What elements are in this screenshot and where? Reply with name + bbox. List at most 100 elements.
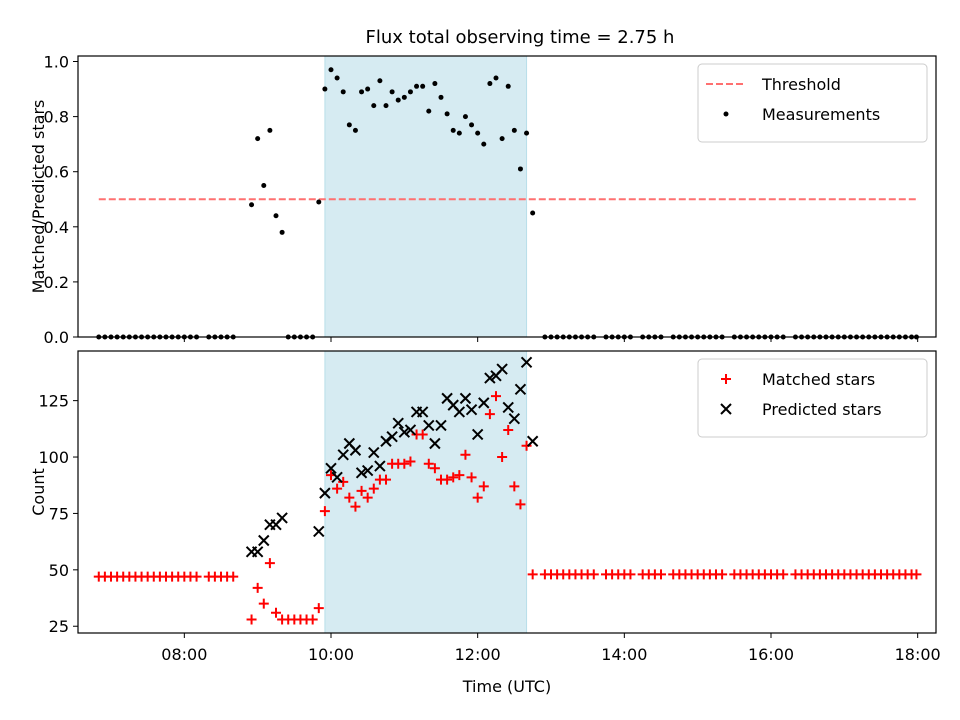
matched-star-point — [625, 569, 636, 580]
measurement-point — [469, 122, 475, 128]
predicted-star-point — [319, 487, 331, 499]
predicted-star-point — [251, 546, 264, 558]
legend-box — [697, 63, 928, 143]
top-y-axis-label: Matched/Predicted stars — [29, 100, 48, 294]
measurement-point — [261, 182, 267, 188]
matched-star-point — [484, 409, 495, 420]
measurement-point — [444, 111, 450, 117]
matched-star-point — [368, 483, 379, 494]
y-tick-label: 125 — [38, 392, 69, 411]
matched-star-point — [307, 614, 318, 625]
predicted-star-point — [355, 467, 368, 479]
top-legend: Threshold Measurements — [697, 63, 928, 143]
matched-star-point — [717, 569, 728, 580]
x-tick-label: 16:00 — [748, 645, 794, 664]
measurement-point — [249, 202, 255, 208]
x-axis-label: Time (UTC) — [462, 677, 551, 696]
top-axes-frame — [77, 55, 937, 338]
measurement-point — [505, 83, 511, 89]
matched-star-point — [332, 483, 343, 494]
measurement-point — [511, 127, 517, 133]
matched-star-point — [381, 474, 391, 485]
predicted-star-point — [496, 363, 508, 375]
measurement-point — [359, 89, 365, 95]
legend-label: Measurements — [762, 105, 880, 124]
measurement-point — [279, 229, 285, 235]
matched-star-point — [778, 569, 789, 580]
predicted-star-point — [520, 356, 533, 368]
matched-star-point — [497, 452, 508, 463]
y-tick-label: 100 — [38, 448, 69, 467]
predicted-star-point — [361, 464, 374, 477]
measurement-point — [334, 75, 340, 81]
y-tick-label: 50 — [49, 561, 69, 580]
measurement-point — [517, 166, 523, 172]
matched-star-point — [246, 614, 257, 625]
matched-star-point — [417, 429, 428, 440]
measurement-point — [389, 89, 395, 95]
legend-label: Matched stars — [762, 370, 875, 389]
predicted-star-point — [526, 435, 539, 447]
measurement-point — [316, 199, 322, 205]
matched-star-point — [399, 458, 410, 469]
chart-title: Flux total observing time = 2.75 h — [366, 27, 675, 48]
matched-star-point — [405, 456, 416, 467]
predicted-star-point — [478, 397, 490, 409]
bottom-legend: Matched stars Predicted stars — [697, 358, 928, 438]
matched-star-point — [588, 569, 599, 580]
series-predicted-stars — [245, 356, 539, 558]
observing-window-span — [324, 55, 528, 338]
matched-star-point — [338, 476, 349, 487]
measurement-point — [352, 127, 358, 133]
measurement-point — [481, 141, 487, 147]
measurement-point — [383, 103, 389, 109]
measurement-point — [450, 127, 456, 133]
predicted-star-point — [349, 444, 362, 456]
observing-window-span — [324, 350, 528, 634]
measurement-point — [395, 97, 401, 103]
predicted-star-point — [459, 392, 472, 405]
matched-star-point — [271, 607, 281, 618]
legend-marker — [723, 111, 729, 117]
measurement-point — [432, 81, 438, 87]
y-tick-label: 0.6 — [44, 163, 69, 182]
x-tick-label: 08:00 — [161, 645, 207, 664]
bottom-axes-frame — [77, 350, 937, 634]
matched-star-point — [515, 499, 526, 510]
y-tick-label: 0.0 — [44, 328, 69, 347]
predicted-star-point — [368, 446, 380, 459]
matched-star-point — [252, 582, 263, 593]
measurement-point — [499, 136, 505, 142]
top-panel: 0.0 0.2 0.4 0.6 0.8 1.0 Matched/Predicted star… — [29, 53, 937, 347]
matched-star-point — [429, 463, 440, 474]
predicted-star-point — [502, 401, 514, 414]
matched-star-point — [344, 492, 355, 503]
matched-star-point — [521, 440, 532, 451]
y-tick-label: 25 — [49, 617, 69, 636]
predicted-star-point — [514, 383, 527, 396]
legend-marker — [720, 403, 732, 415]
predicted-star-point — [386, 431, 398, 443]
predicted-star-point — [380, 435, 392, 447]
matched-star-point — [356, 485, 367, 496]
matched-star-point — [228, 571, 239, 582]
measurement-point — [414, 83, 420, 89]
measurement-point — [365, 86, 371, 92]
matched-star-point — [442, 474, 453, 485]
predicted-star-point — [331, 471, 343, 484]
measurement-point — [273, 213, 279, 219]
measurement-point — [371, 103, 377, 109]
measurement-point — [401, 94, 407, 100]
matched-star-point — [509, 481, 520, 492]
matched-star-point — [478, 481, 489, 492]
measurement-point — [426, 108, 432, 114]
matched-star-point — [258, 598, 269, 609]
y-tick-label: 0.2 — [44, 273, 69, 292]
legend-label: Predicted stars — [762, 400, 882, 419]
predicted-star-point — [392, 417, 404, 429]
matched-star-point — [656, 569, 666, 580]
bottom-panel: 25 50 75 100 125 08:00 10:00 12:00 14:00 16:00 18:… — [29, 350, 941, 696]
matched-star-point — [527, 569, 538, 580]
predicted-star-point — [423, 419, 435, 432]
